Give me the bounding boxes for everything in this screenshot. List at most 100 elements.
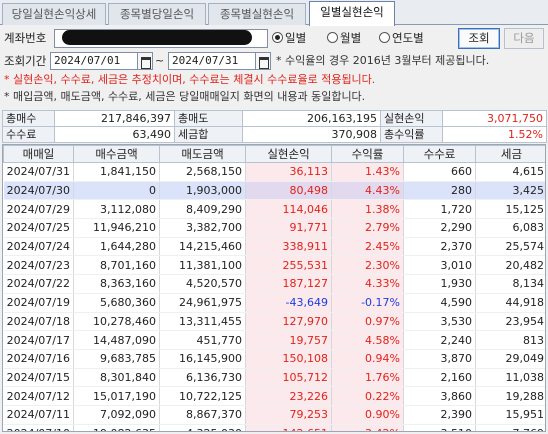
cell-return-rate: 0.97%	[331, 312, 404, 332]
cell-tax: 813	[475, 330, 545, 350]
cell-tax: 4,615	[475, 162, 545, 182]
cell-sell-amount: 1,903,000	[159, 181, 246, 201]
fee-value: 63,490	[54, 126, 175, 143]
cell-realized-pnl: 91,771	[245, 218, 332, 238]
cell-return-rate: 0.22%	[331, 386, 404, 406]
cell-tax: 25,574	[475, 237, 545, 257]
cell-buy-amount: 8,301,840	[73, 368, 160, 388]
cell-date: 2024/07/23	[3, 255, 74, 276]
cell-fee: 3,860	[403, 386, 476, 406]
cell-tax: 15,951	[475, 405, 545, 425]
account-number-redaction	[62, 30, 252, 45]
cell-date: 2024/07/12	[3, 386, 74, 406]
col-header-return-rate[interactable]: 수익률	[331, 145, 404, 163]
cell-fee: 2,160	[403, 368, 476, 388]
cell-tax: 19,288	[475, 386, 545, 406]
col-header-tax[interactable]: 세금	[475, 145, 545, 163]
cell-date: 2024/07/30	[3, 181, 74, 201]
table-row[interactable]: 2024/07/30 0 1,903,000 80,498 4.43% 280 3,425	[3, 181, 545, 201]
cell-return-rate: 0.94%	[331, 349, 404, 369]
radio-yearly[interactable]: 연도별	[379, 31, 424, 45]
cell-tax: 11,038	[475, 368, 545, 388]
col-header-buy-amount[interactable]: 매수금액	[73, 145, 160, 163]
cell-return-rate: 3.42%	[331, 424, 404, 431]
daily-pnl-grid[interactable]: 매매일 매수금액 매도금액 실현손익 수익률 수수료 세금 2024/07/31…	[2, 144, 546, 432]
period-label: 조회기간	[4, 54, 47, 68]
table-row[interactable]: 2024/07/31 1,841,150 2,568,150 36,113 1.43% 6…	[3, 162, 545, 182]
cell-sell-amount: 10,722,125	[159, 386, 246, 406]
col-header-date[interactable]: 매매일	[3, 145, 74, 163]
table-row[interactable]: 2024/07/15 8,301,840 6,136,730 105,712 1.76%…	[3, 368, 545, 388]
cell-return-rate: 1.43%	[331, 162, 404, 182]
tab-daily-realized-detail[interactable]: 당일실현손익상세	[2, 3, 106, 25]
cell-buy-amount: 19,082,635	[73, 424, 160, 431]
cell-buy-amount: 11,946,210	[73, 218, 160, 238]
cell-realized-pnl: 19,757	[245, 330, 332, 350]
calendar-icon[interactable]	[255, 52, 271, 70]
search-button[interactable]: 조회	[458, 28, 500, 49]
start-date-input[interactable]: 2024/07/01	[50, 52, 138, 70]
radio-daily[interactable]: 일별	[272, 31, 306, 45]
table-row[interactable]: 2024/07/17 14,487,090 451,770 19,757 4.58% 2,…	[3, 330, 545, 350]
cell-sell-amount: 16,145,900	[159, 349, 246, 369]
realized-pnl-label: 실현손익	[380, 110, 443, 127]
table-row[interactable]: 2024/07/19 5,680,360 24,961,975 -43,649 -0.1…	[3, 293, 545, 313]
table-row[interactable]: 2024/07/23 8,701,160 11,381,100 255,531 2.30…	[3, 255, 545, 276]
cell-buy-amount: 0	[73, 181, 160, 201]
fee-label: 수수료	[2, 126, 55, 143]
cell-date: 2024/07/10	[3, 424, 74, 431]
table-row[interactable]: 2024/07/22 8,363,160 4,520,570 187,127 4.33%…	[3, 274, 545, 294]
cell-realized-pnl: -43,649	[245, 293, 332, 313]
tab-bar: 당일실현손익상세 종목별당일손익 종목별실현손익 일별실현손익	[0, 0, 548, 26]
table-row[interactable]: 2024/07/25 11,946,210 3,382,700 91,771 2.79%…	[3, 218, 545, 238]
table-row[interactable]: 2024/07/1019,082,6354,325,030142,6513.42…	[3, 424, 545, 431]
cell-date: 2024/07/19	[3, 293, 74, 313]
cell-sell-amount: 6,136,730	[159, 368, 246, 388]
cell-fee: 1,720	[403, 199, 476, 220]
tax-value: 370,908	[242, 126, 381, 143]
cell-fee: 2,390	[403, 405, 476, 425]
cell-sell-amount: 24,961,975	[159, 293, 246, 313]
account-label: 계좌번호	[4, 31, 47, 45]
col-header-sell-amount[interactable]: 매도금액	[159, 145, 246, 163]
table-row[interactable]: 2024/07/18 10,278,460 13,311,455 127,970 0.9…	[3, 312, 545, 332]
cell-return-rate: 4.43%	[331, 181, 404, 201]
calendar-icon[interactable]	[137, 52, 153, 70]
cell-realized-pnl: 80,498	[245, 181, 332, 201]
table-row[interactable]: 2024/07/16 9,683,785 16,145,900 150,108 0.94…	[3, 349, 545, 369]
cell-fee: 3,870	[403, 349, 476, 369]
cell-realized-pnl: 142,651	[245, 424, 332, 431]
tab-by-stock-realized[interactable]: 종목별실현손익	[208, 3, 306, 25]
cell-return-rate: 4.58%	[331, 330, 404, 350]
cell-date: 2024/07/24	[3, 237, 74, 257]
cell-realized-pnl: 36,113	[245, 162, 332, 182]
table-row[interactable]: 2024/07/29 3,112,080 8,409,290 114,046 1.38%…	[3, 199, 545, 220]
table-row[interactable]: 2024/07/12 15,017,190 10,722,125 23,226 0.22…	[3, 386, 545, 406]
cell-sell-amount: 451,770	[159, 330, 246, 350]
table-row[interactable]: 2024/07/11 7,092,090 8,867,370 79,253 0.90% 2…	[3, 405, 545, 425]
cell-date: 2024/07/16	[3, 349, 74, 369]
cell-fee: 2,370	[403, 237, 476, 257]
cell-date: 2024/07/11	[3, 405, 74, 425]
cell-fee: 3,510	[403, 424, 476, 431]
account-row: 계좌번호 일별 월별 연도별 조회 다음	[2, 28, 546, 49]
cell-tax: 3,425	[475, 181, 545, 201]
cell-date: 2024/07/29	[3, 199, 74, 220]
table-row[interactable]: 2024/07/24 1,644,280 14,215,460 338,911 2.45…	[3, 237, 545, 257]
tab-daily-realized[interactable]: 일별실현손익	[309, 1, 395, 26]
cell-sell-amount: 14,215,460	[159, 237, 246, 257]
cell-realized-pnl: 150,108	[245, 349, 332, 369]
next-button[interactable]: 다음	[504, 28, 544, 49]
cell-tax: 15,125	[475, 199, 545, 220]
col-header-realized-pnl[interactable]: 실현손익	[245, 145, 332, 163]
cell-fee: 3,530	[403, 312, 476, 332]
cell-sell-amount: 2,568,150	[159, 162, 246, 182]
radio-monthly[interactable]: 월별	[327, 31, 361, 45]
tab-by-stock-daily[interactable]: 종목별당일손익	[108, 3, 206, 25]
cell-sell-amount: 4,325,030	[159, 424, 246, 431]
cell-date: 2024/07/18	[3, 312, 74, 332]
col-header-fee[interactable]: 수수료	[403, 145, 476, 163]
total-sell-value: 206,163,195	[242, 110, 381, 127]
radio-dot-icon	[327, 32, 338, 43]
end-date-input[interactable]: 2024/07/31	[168, 52, 256, 70]
